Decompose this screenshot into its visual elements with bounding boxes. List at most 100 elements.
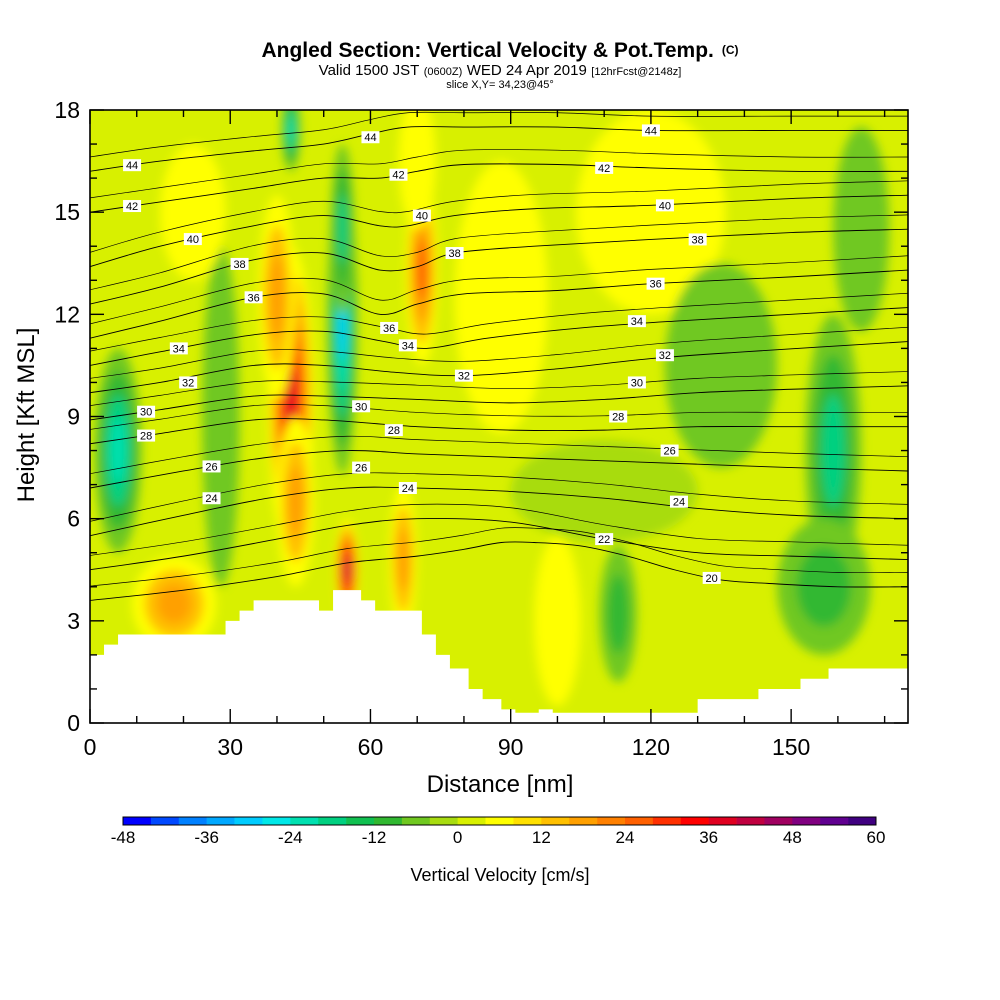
- colorbar-swatch: [485, 817, 514, 825]
- velocity-contour: [607, 574, 630, 654]
- isentrope-line: [90, 385, 908, 421]
- isentrope-label-text: 28: [612, 412, 624, 424]
- isentrope-label: 40: [412, 209, 431, 223]
- x-axis-label: Distance [nm]: [427, 771, 574, 798]
- colorbar-swatch: [374, 817, 403, 825]
- colorbar-tick-label: -36: [194, 828, 219, 847]
- isentrope-label: 30: [137, 405, 156, 419]
- isentrope-label: 42: [595, 161, 614, 175]
- isentrope-line: [90, 126, 908, 172]
- isentrope-line: [90, 403, 908, 430]
- y-axis-label: Height [Kft MSL]: [13, 328, 40, 503]
- isentrope-label-text: 26: [205, 461, 217, 473]
- velocity-contour: [287, 466, 304, 537]
- colorbar-border: [122, 816, 877, 826]
- colorbar-swatch: [150, 817, 180, 825]
- velocity-contour: [202, 246, 240, 587]
- isentrope-label: 32: [655, 349, 674, 362]
- velocity-cell: [132, 556, 217, 652]
- isentrope-line: [90, 163, 908, 213]
- isentrope-line: [90, 371, 908, 406]
- velocity-cell: [258, 195, 296, 400]
- isentrope-label-text: 38: [233, 259, 245, 271]
- velocity-cell: [281, 110, 301, 172]
- velocity-contour: [821, 394, 845, 507]
- velocity-contour: [576, 110, 726, 315]
- slice-label: slice X,Y= 34,23@45°: [446, 79, 554, 91]
- isentrope-label: 24: [669, 495, 688, 509]
- isentrope-label: 34: [627, 315, 646, 328]
- chart-subtitle: Valid 1500 JST (0600Z) WED 24 Apr 2019 […: [319, 62, 682, 79]
- isentrope-label: 24: [398, 482, 417, 495]
- colorbar-swatch: [820, 817, 849, 825]
- isentrope-label-text: 44: [645, 125, 657, 137]
- x-tick-label: 90: [498, 734, 524, 760]
- isentrope-label-text: 40: [416, 211, 428, 223]
- colorbar-tick-label: 60: [867, 828, 886, 847]
- isentrope-label: 38: [688, 233, 707, 246]
- colorbar-tick-label: 12: [532, 828, 551, 847]
- colorbar-swatch: [318, 817, 347, 825]
- isentrope-label: 44: [361, 131, 380, 144]
- colorbar-tick-label: 36: [699, 828, 718, 847]
- velocity-contour: [160, 144, 226, 281]
- velocity-cell: [777, 518, 871, 655]
- isentrope-line: [90, 149, 908, 199]
- velocity-cell: [389, 484, 418, 635]
- isentrope-label-text: 42: [392, 170, 404, 182]
- colorbar-swatch: [178, 817, 207, 825]
- velocity-contour: [397, 528, 409, 591]
- isentrope-label-text: 34: [631, 316, 643, 328]
- colorbar-swatch: [429, 817, 458, 825]
- isentrope-line: [90, 472, 908, 522]
- velocity-cell: [160, 144, 226, 281]
- isentrope-label: 32: [454, 369, 473, 383]
- isentrope-line: [90, 503, 908, 556]
- y-tick-label: 15: [54, 199, 80, 225]
- isentrope-label: 42: [389, 168, 408, 182]
- colorbar-tick-label: 24: [616, 828, 635, 847]
- y-tick-label: 18: [54, 97, 80, 123]
- colorbar-swatch: [736, 817, 765, 825]
- isentrope-label-text: 32: [458, 371, 470, 383]
- isentrope-label-text: 30: [140, 407, 152, 419]
- isentrope-label: 44: [123, 159, 142, 172]
- isentrope-label-text: 26: [663, 446, 675, 458]
- isentrope-label-text: 42: [126, 201, 138, 213]
- isentrope-label: 34: [398, 339, 417, 352]
- isentrope-label-text: 34: [173, 343, 185, 355]
- velocity-cell: [330, 144, 355, 315]
- isentrope-label: 42: [123, 200, 142, 213]
- isentrope-line: [90, 292, 908, 352]
- colorbar-label: Vertical Velocity [cm/s]: [410, 865, 589, 885]
- isentrope-line: [90, 435, 908, 475]
- velocity-cell: [599, 545, 637, 683]
- y-tick-label: 0: [67, 710, 80, 736]
- colorbar-swatch: [597, 817, 626, 825]
- colorbar: -48 -36 -24 -12 0 12 24 36 48 60: [111, 816, 886, 847]
- velocity-cell: [94, 348, 142, 553]
- velocity-contour: [664, 263, 778, 468]
- colorbar-swatch: [206, 817, 235, 825]
- isentrope-line: [90, 527, 908, 587]
- colorbar-swatch: [123, 817, 152, 825]
- isentrope-label: 22: [595, 533, 614, 546]
- y-tick-label: 6: [67, 506, 80, 532]
- isentrope-label-text: 24: [205, 493, 217, 505]
- isentrope-label-text: 32: [659, 350, 671, 362]
- x-tick-label: 0: [84, 734, 97, 760]
- velocity-contour: [344, 560, 350, 580]
- terrain: [90, 590, 908, 723]
- velocity-contour: [416, 239, 428, 301]
- velocity-contour: [288, 117, 294, 144]
- terrain-profile: [90, 590, 908, 723]
- colorbar-swatch: [764, 817, 793, 825]
- colorbar-swatch: [234, 817, 263, 825]
- isentrope-label-text: 36: [649, 279, 661, 291]
- isentrope-label-text: 44: [364, 132, 376, 144]
- isentrope-label-text: 30: [355, 401, 367, 413]
- velocity-contour: [510, 440, 698, 543]
- isentrope-label-text: 32: [182, 377, 194, 389]
